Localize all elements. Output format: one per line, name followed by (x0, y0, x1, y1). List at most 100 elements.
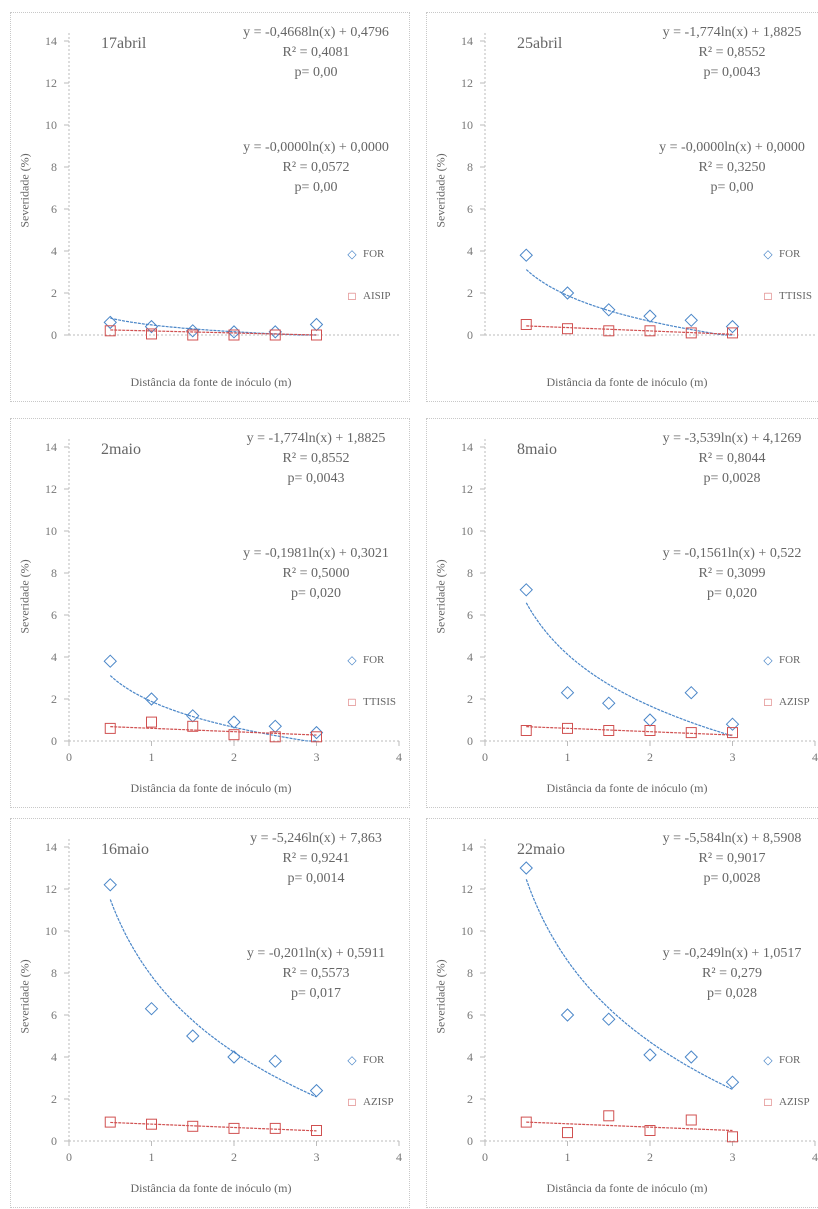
legend-label: AZISP (363, 1096, 394, 1108)
y-tick-label: 6 (467, 202, 473, 216)
y-tick-label: 2 (51, 1092, 57, 1106)
y-tick-label: 8 (467, 966, 473, 980)
equation-equation: y = -5,584ln(x) + 8,5908 (662, 831, 802, 846)
trendline-ttisis (526, 325, 733, 335)
data-point-square (603, 325, 615, 337)
data-point-square (644, 1125, 656, 1136)
y-tick-label: 12 (45, 482, 57, 496)
trendline-for (525, 602, 733, 737)
equation-block-for: y = -3,539ln(x) + 4,1269 R² = 0,8044 p= 0,… (647, 429, 817, 489)
x-axis-title: Distância da fonte de inóculo (m) (546, 1181, 708, 1195)
diamond-marker-icon: ◇ (763, 652, 773, 667)
y-tick-label: 4 (51, 244, 57, 258)
data-point-diamond (684, 313, 698, 328)
trendline-for (109, 675, 317, 742)
chart-panel: 0 2 4 6 8 10 12 14 0 1 2 3 4 2maio y = -1,774ln(x) + 1… (10, 418, 410, 808)
x-tick-label: 4 (396, 750, 402, 764)
y-tick-label: 8 (51, 566, 57, 580)
y-tick-label: 14 (461, 34, 473, 48)
equation-equation: y = -0,0000ln(x) + 0,0000 (659, 140, 805, 155)
data-point-diamond (186, 324, 200, 338)
y-tick-label: 14 (45, 34, 57, 48)
data-point-square (269, 731, 281, 743)
data-point-diamond (684, 1050, 698, 1064)
data-point-square (187, 720, 199, 732)
data-point-diamond (519, 861, 533, 875)
data-point-diamond (103, 878, 117, 892)
data-point-square (562, 323, 573, 335)
y-tick-label: 0 (51, 1134, 57, 1148)
y-tick-label: 4 (467, 1050, 473, 1064)
date-label: 17abril (101, 35, 147, 52)
legend-label: FOR (779, 654, 801, 666)
equation-block-second: y = -0,1981ln(x) + 0,3021 R² = 0,5000 p= 0… (231, 544, 401, 604)
equation-block-second: y = -0,249ln(x) + 1,0517 R² = 0,279 p= 0,0… (647, 944, 817, 1004)
chart-svg: 0 2 4 6 8 10 12 14 (461, 33, 815, 342)
equation-p: p= 0,0028 (703, 871, 761, 886)
x-tick-label: 1 (565, 1150, 571, 1164)
x-axis-title: Distância da fonte de inóculo (m) (130, 375, 292, 389)
y-tick-label: 0 (467, 1134, 473, 1148)
square-marker-icon: □ (348, 1094, 356, 1109)
data-point-square (685, 1114, 697, 1126)
y-tick-label: 14 (461, 840, 473, 854)
data-point-diamond (725, 319, 740, 334)
trendline-ttisis (110, 726, 317, 736)
equation-r2: R² = 0,5000 (282, 566, 350, 581)
diamond-marker-icon: ◇ (347, 1052, 357, 1067)
x-tick-label: 3 (314, 750, 320, 764)
x-tick-label: 2 (231, 750, 237, 764)
equation-equation: y = -1,774ln(x) + 1,8825 (662, 25, 802, 40)
legend-item: ◇ FOR (761, 651, 810, 669)
x-tick-label: 2 (647, 1150, 653, 1164)
y-tick-label: 6 (51, 1008, 57, 1022)
y-tick-label: 10 (461, 524, 473, 538)
equation-r2: R² = 0,5573 (282, 966, 350, 981)
data-point-square (685, 727, 697, 739)
square-marker-icon: □ (348, 694, 356, 709)
equation-block-for: y = -5,584ln(x) + 8,5908 R² = 0,9017 p= 0,… (647, 829, 817, 889)
x-tick-label: 2 (231, 1150, 237, 1164)
data-point-diamond (725, 1075, 740, 1089)
data-point-square (520, 1116, 532, 1128)
legend-item: ◇ FOR (761, 1051, 810, 1069)
x-tick-label: 1 (149, 750, 155, 764)
data-point-diamond (103, 315, 117, 330)
equation-r2: R² = 0,0572 (282, 160, 350, 175)
x-tick-label: 1 (565, 750, 571, 764)
data-point-diamond (602, 1012, 616, 1026)
data-point-diamond (309, 317, 324, 332)
y-tick-label: 8 (467, 566, 473, 580)
y-tick-label: 4 (51, 650, 57, 664)
legend-item: ◇ FOR (761, 245, 812, 263)
data-point-diamond (560, 286, 575, 300)
diamond-marker-icon: ◇ (763, 1052, 773, 1067)
equation-r2: R² = 0,4081 (282, 45, 350, 60)
equation-equation: y = -0,1981ln(x) + 0,3021 (243, 546, 389, 561)
diamond-marker-icon: ◇ (347, 246, 357, 261)
data-point-square (520, 725, 532, 736)
y-tick-label: 10 (45, 524, 57, 538)
equation-block-second: y = -0,201ln(x) + 0,5911 R² = 0,5573 p= 0,… (231, 944, 401, 1004)
x-axis-title: Distância da fonte de inóculo (m) (546, 781, 708, 795)
data-point-square (644, 725, 656, 736)
data-point-square (603, 725, 615, 736)
equation-r2: R² = 0,8552 (698, 45, 766, 60)
y-tick-label: 2 (467, 692, 473, 706)
data-point-square (603, 1110, 615, 1122)
x-tick-label: 4 (812, 1150, 818, 1164)
data-point-square (187, 1120, 199, 1132)
data-point-square (104, 1116, 116, 1128)
data-point-diamond (144, 319, 159, 334)
data-point-square (727, 1131, 738, 1143)
legend: ◇ FOR □ AISIP (345, 245, 390, 329)
trendline-azisp (526, 1121, 733, 1132)
data-point-square (685, 327, 697, 339)
data-point-square (562, 722, 573, 734)
data-point-diamond (144, 692, 159, 706)
legend-item: □ TTISIS (761, 287, 812, 305)
data-point-diamond (725, 717, 740, 731)
y-tick-label: 10 (461, 118, 473, 132)
data-point-square (146, 716, 157, 728)
